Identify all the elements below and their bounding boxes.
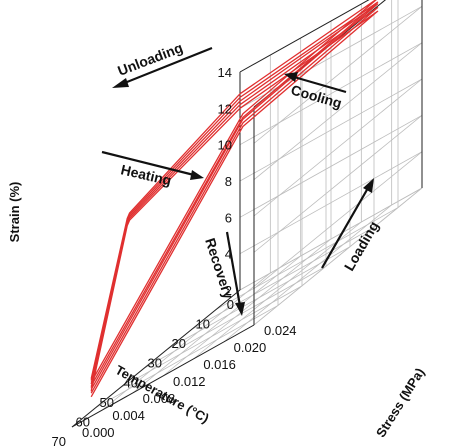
left-wall-grid-line [253,187,423,326]
cooling-arrowhead [284,72,298,82]
loading-arrow [321,187,369,269]
x-tick-label: 60 [76,414,90,429]
unloading-arrowhead [112,78,129,88]
y-tick-label: 0.004 [112,408,145,423]
annotation-heating: Heating [119,161,173,188]
z-tick-label: 2 [225,283,232,298]
x-tick-label: 50 [100,395,114,410]
z-tick-label: 14 [218,65,232,80]
z-axis-label: Strain (%) [7,182,22,243]
right-wall-grid-line [239,42,423,146]
floor-grid-line [193,221,362,360]
floor-grid-line [102,272,271,411]
x-tick-label: 30 [148,356,162,371]
x-axis-line [71,289,241,428]
y-axis-line [71,324,255,428]
x-tick-label: 10 [196,317,210,332]
right-wall-grid-line [239,114,423,218]
y-tick-label: 0.000 [82,425,115,440]
z-tick-label: 6 [225,210,232,225]
tick-labels: 2 4 6 8 10 12 14 0 10 20 30 40 50 60 70 0.000 0.004 0.008… [52,65,297,446]
floor-grid-line [162,238,332,377]
recovery-arrow [225,231,242,307]
series-line [90,0,377,383]
z-tick-label: 4 [225,247,232,262]
heating-arrowhead [190,170,204,180]
recovery-arrowhead [235,302,245,316]
loading-arrowhead [363,178,374,193]
y-axis-label: Stress (MPa) [373,365,427,440]
y-tick-label: 0.012 [173,374,206,389]
right-wall-grid-line [239,151,423,255]
x-tick-label: 20 [172,336,186,351]
y-tick-label: 0.008 [143,391,176,406]
y-tick-label: 0.020 [234,340,267,355]
series-layer [90,0,379,398]
x-tick-label: 70 [52,434,66,446]
right-wall-grid-line [239,187,423,291]
right-wall-grid-line [239,78,423,182]
left-wall-grid-line [253,151,423,289]
left-wall-grid-line [253,6,423,144]
heating-arrow [101,150,195,177]
left-wall-grid-line [253,115,423,253]
left-wall-grid-line [253,42,423,180]
y-tick-label: 0.024 [264,323,297,338]
x-tick-label: 40 [124,375,138,390]
cooling-arrow [293,75,347,94]
floor-grid-line [132,255,301,394]
x-tick-label: 0 [227,297,234,312]
annotations: Unloading Cooling Heating Recovery Loadi… [101,39,382,316]
annotation-cooling: Cooling [289,82,344,112]
unloading-arrow [121,46,213,86]
z-tick-label: 12 [218,101,232,116]
y-tick-label: 0.016 [203,357,236,372]
floor-grid-line [223,204,392,343]
top-back-edge [239,0,370,73]
left-wall-grid-line [253,78,423,217]
right-wall-grid-line [239,5,423,109]
z-tick-label: 10 [218,138,232,153]
z-tick-label: 8 [225,174,232,189]
